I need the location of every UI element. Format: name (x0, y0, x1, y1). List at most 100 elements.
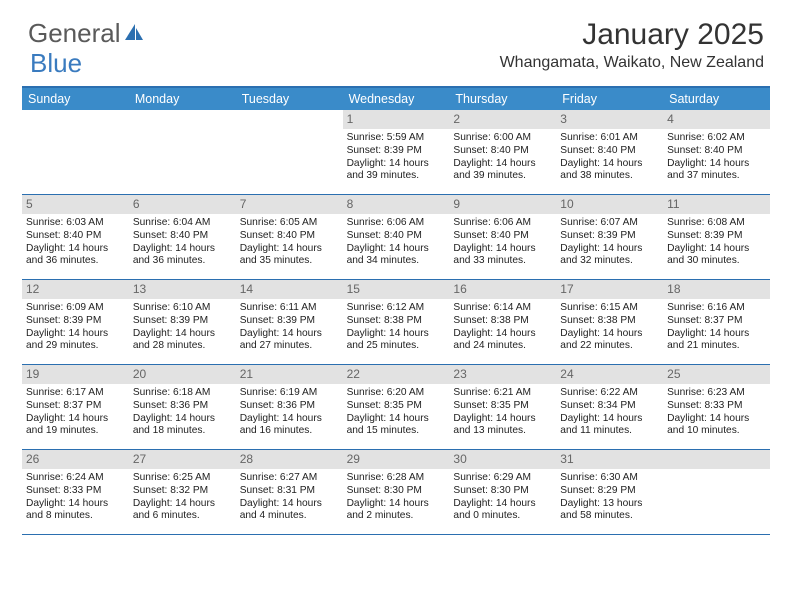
sunset-line: Sunset: 8:40 PM (240, 230, 339, 243)
day-number: 30 (449, 450, 556, 469)
day-number: 29 (343, 450, 450, 469)
sunset-line: Sunset: 8:36 PM (133, 400, 232, 413)
day-number: 28 (236, 450, 343, 469)
day-number (663, 450, 770, 469)
daylight-line: Daylight: 14 hours and 33 minutes. (453, 243, 552, 269)
month-title: January 2025 (500, 18, 764, 52)
sunrise-line: Sunrise: 6:29 AM (453, 472, 552, 485)
calendar-grid: SundayMondayTuesdayWednesdayThursdayFrid… (22, 86, 770, 535)
daylight-line: Daylight: 14 hours and 34 minutes. (347, 243, 446, 269)
daylight-line: Daylight: 14 hours and 13 minutes. (453, 413, 552, 439)
day-number: 2 (449, 110, 556, 129)
daylight-line: Daylight: 14 hours and 24 minutes. (453, 328, 552, 354)
daylight-line: Daylight: 14 hours and 0 minutes. (453, 498, 552, 524)
logo-sail-icon (123, 18, 145, 49)
logo: General (28, 18, 147, 49)
calendar-day-cell: 13Sunrise: 6:10 AMSunset: 8:39 PMDayligh… (129, 280, 236, 364)
calendar-day-cell: 22 Sunrise: 6:20 AMSunset: 8:35 PMDayligh… (343, 365, 450, 449)
day-number: 18 (663, 280, 770, 299)
sunrise-line: Sunrise: 6:10 AM (133, 302, 232, 315)
daylight-line: Daylight: 14 hours and 25 minutes. (347, 328, 446, 354)
sunset-line: Sunset: 8:38 PM (347, 315, 446, 328)
calendar-day-cell: 18Sunrise: 6:16 AMSunset: 8:37 PMDayligh… (663, 280, 770, 364)
sunrise-line: Sunrise: 6:04 AM (133, 217, 232, 230)
daylight-line: Daylight: 14 hours and 18 minutes. (133, 413, 232, 439)
weekday-header: Thursday (449, 88, 556, 110)
calendar-day-cell: 6Sunrise: 6:04 AMSunset: 8:40 PMDaylight… (129, 195, 236, 279)
sunset-line: Sunset: 8:39 PM (347, 145, 446, 158)
sunset-line: Sunset: 8:30 PM (453, 485, 552, 498)
daylight-line: Daylight: 14 hours and 15 minutes. (347, 413, 446, 439)
day-number: 31 (556, 450, 663, 469)
day-number: 15 (343, 280, 450, 299)
daylight-line: Daylight: 14 hours and 6 minutes. (133, 498, 232, 524)
sunset-line: Sunset: 8:33 PM (667, 400, 766, 413)
title-block: January 2025 Whangamata, Waikato, New Ze… (500, 18, 764, 72)
day-number: 13 (129, 280, 236, 299)
day-number: 12 (22, 280, 129, 299)
day-number: 1 (343, 110, 450, 129)
weekday-header: Wednesday (343, 88, 450, 110)
sunrise-line: Sunrise: 6:23 AM (667, 387, 766, 400)
day-number: 6 (129, 195, 236, 214)
calendar-day-cell: 17Sunrise: 6:15 AMSunset: 8:38 PMDayligh… (556, 280, 663, 364)
sunrise-line: Sunrise: 6:22 AM (560, 387, 659, 400)
calendar-day-cell: 15Sunrise: 6:12 AMSunset: 8:38 PMDayligh… (343, 280, 450, 364)
sunrise-line: Sunrise: 6:18 AM (133, 387, 232, 400)
calendar-week-row: 19Sunrise: 6:17 AMSunset: 8:37 PMDayligh… (22, 365, 770, 450)
day-number: 23 (449, 365, 556, 384)
day-number (129, 110, 236, 129)
day-number: 24 (556, 365, 663, 384)
sunrise-line: Sunrise: 6:24 AM (26, 472, 125, 485)
sunset-line: Sunset: 8:40 PM (133, 230, 232, 243)
day-number: 22 (343, 365, 450, 384)
day-number: 9 (449, 195, 556, 214)
daylight-line: Daylight: 14 hours and 2 minutes. (347, 498, 446, 524)
sunset-line: Sunset: 8:35 PM (347, 400, 446, 413)
daylight-line: Daylight: 14 hours and 39 minutes. (347, 158, 446, 184)
weekday-header: Tuesday (236, 88, 343, 110)
daylight-line: Daylight: 14 hours and 29 minutes. (26, 328, 125, 354)
daylight-line: Daylight: 14 hours and 39 minutes. (453, 158, 552, 184)
calendar-week-row: 5Sunrise: 6:03 AMSunset: 8:40 PMDaylight… (22, 195, 770, 280)
daylight-line: Daylight: 14 hours and 19 minutes. (26, 413, 125, 439)
sunrise-line: Sunrise: 6:05 AM (240, 217, 339, 230)
sunrise-line: Sunrise: 6:09 AM (26, 302, 125, 315)
calendar-day-cell: 2Sunrise: 6:00 AMSunset: 8:40 PMDaylight… (449, 110, 556, 194)
sunset-line: Sunset: 8:29 PM (560, 485, 659, 498)
calendar-day-cell: 27Sunrise: 6:25 AMSunset: 8:32 PMDayligh… (129, 450, 236, 534)
daylight-line: Daylight: 14 hours and 38 minutes. (560, 158, 659, 184)
sunset-line: Sunset: 8:40 PM (26, 230, 125, 243)
sunset-line: Sunset: 8:40 PM (453, 230, 552, 243)
sunrise-line: Sunrise: 6:20 AM (347, 387, 446, 400)
sunrise-line: Sunrise: 6:03 AM (26, 217, 125, 230)
daylight-line: Daylight: 14 hours and 36 minutes. (26, 243, 125, 269)
daylight-line: Daylight: 14 hours and 8 minutes. (26, 498, 125, 524)
sunset-line: Sunset: 8:31 PM (240, 485, 339, 498)
calendar-day-cell: 10Sunrise: 6:07 AMSunset: 8:39 PMDayligh… (556, 195, 663, 279)
sunrise-line: Sunrise: 6:06 AM (453, 217, 552, 230)
day-number: 20 (129, 365, 236, 384)
weekday-header: Monday (129, 88, 236, 110)
calendar-day-cell: 26Sunrise: 6:24 AMSunset: 8:33 PMDayligh… (22, 450, 129, 534)
calendar-day-cell: 5Sunrise: 6:03 AMSunset: 8:40 PMDaylight… (22, 195, 129, 279)
day-number: 19 (22, 365, 129, 384)
sunrise-line: Sunrise: 6:02 AM (667, 132, 766, 145)
calendar-week-row: 12Sunrise: 6:09 AMSunset: 8:39 PMDayligh… (22, 280, 770, 365)
daylight-line: Daylight: 14 hours and 35 minutes. (240, 243, 339, 269)
sunrise-line: Sunrise: 6:08 AM (667, 217, 766, 230)
day-number: 16 (449, 280, 556, 299)
sunrise-line: Sunrise: 6:21 AM (453, 387, 552, 400)
daylight-line: Daylight: 14 hours and 28 minutes. (133, 328, 232, 354)
calendar-day-cell: 21Sunrise: 6:19 AMSunset: 8:36 PMDayligh… (236, 365, 343, 449)
day-number: 10 (556, 195, 663, 214)
calendar-day-cell: 7Sunrise: 6:05 AMSunset: 8:40 PMDaylight… (236, 195, 343, 279)
calendar-day-cell: 23Sunrise: 6:21 AMSunset: 8:35 PMDayligh… (449, 365, 556, 449)
day-number: 8 (343, 195, 450, 214)
daylight-line: Daylight: 14 hours and 30 minutes. (667, 243, 766, 269)
header: General January 2025 Whangamata, Waikato… (0, 0, 792, 78)
sunset-line: Sunset: 8:34 PM (560, 400, 659, 413)
sunset-line: Sunset: 8:32 PM (133, 485, 232, 498)
sunset-line: Sunset: 8:40 PM (453, 145, 552, 158)
sunset-line: Sunset: 8:36 PM (240, 400, 339, 413)
